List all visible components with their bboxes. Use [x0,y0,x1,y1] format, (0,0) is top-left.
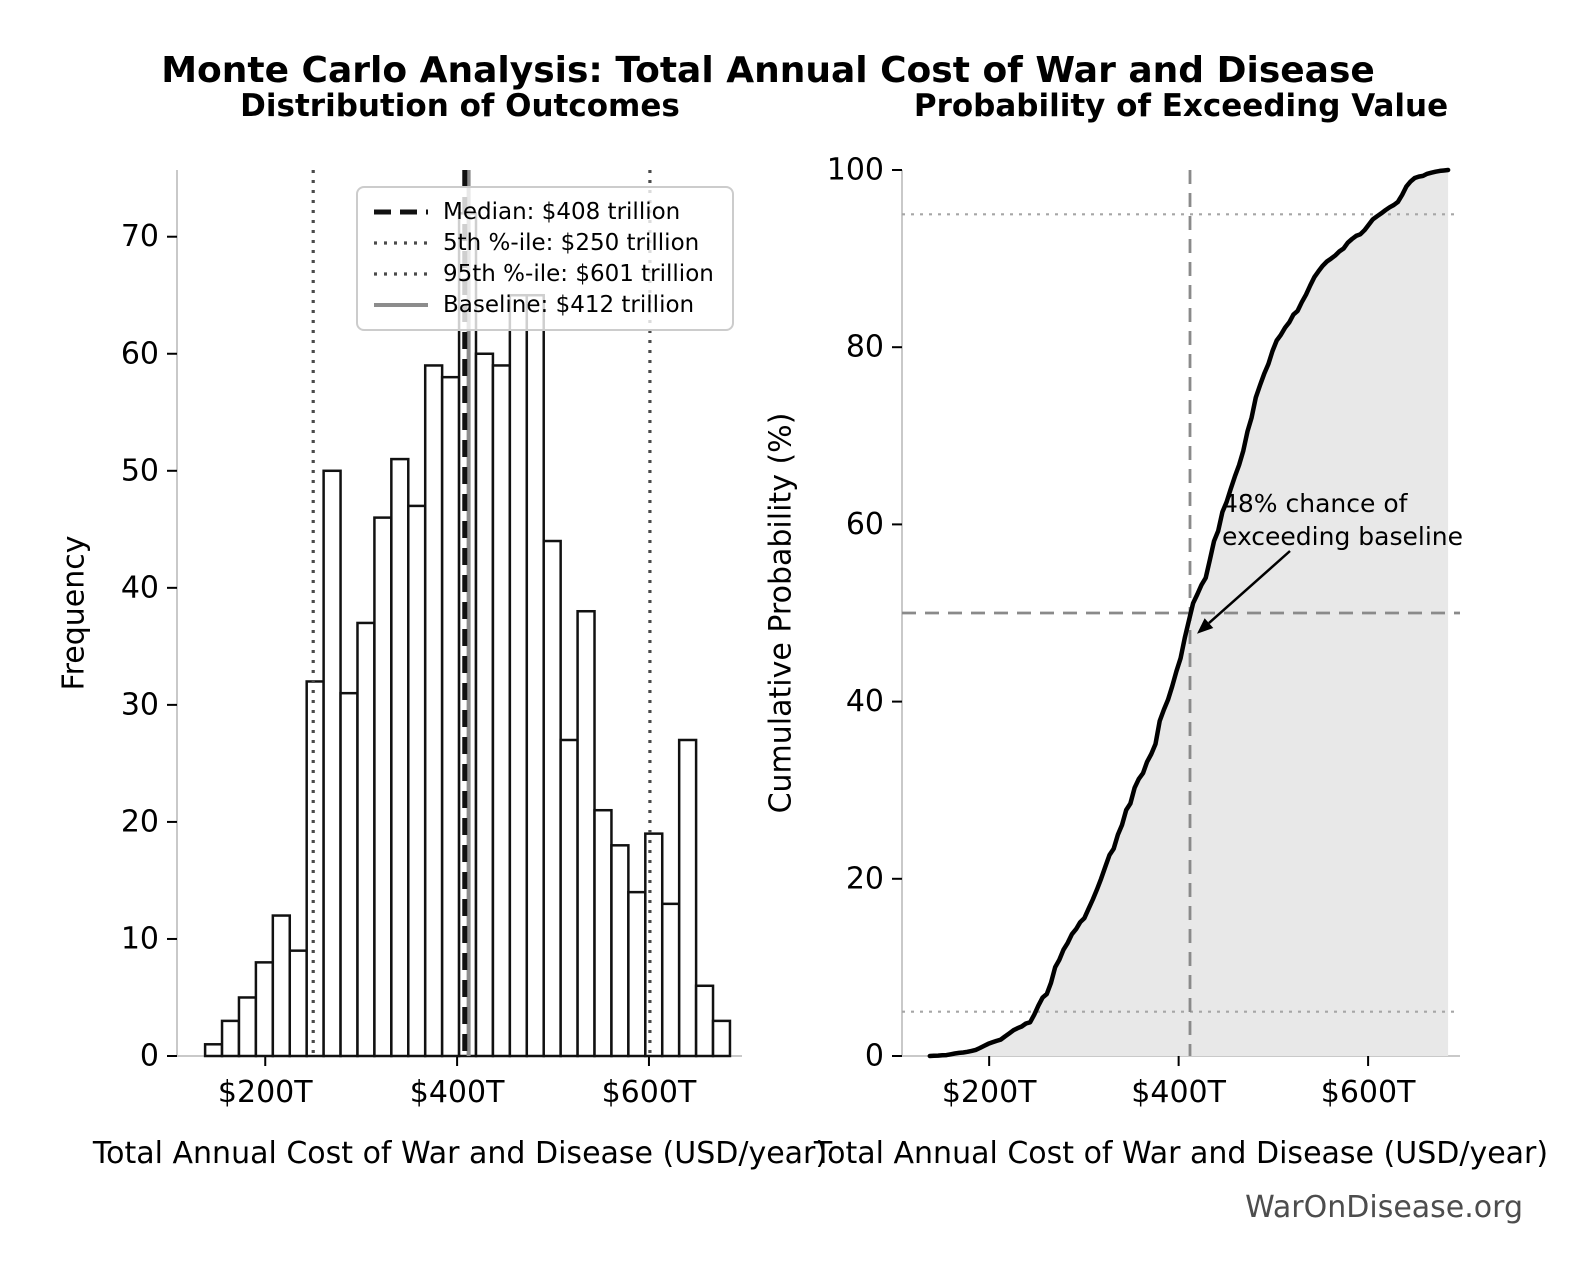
y-tick-label: 60 [846,507,884,542]
p95-line-swatch-icon [374,272,428,276]
histogram-bar [305,680,325,1058]
histogram-xlabel: Total Annual Cost of War and Disease (US… [92,1136,828,1171]
annotation-exceed-baseline: 48% chance of exceeding baseline [1222,487,1463,553]
histogram-bar [220,1019,241,1058]
annotation-arrow-head [1197,618,1214,634]
x-tick-label: $200T [218,1075,313,1110]
legend-item-median: Median: $408 trillion [372,199,718,225]
y-tick-label: 10 [121,921,159,956]
annotation-line2: exceeding baseline [1222,522,1463,551]
histogram-bar [644,832,664,1058]
y-tick-label: 40 [121,570,159,605]
histogram-bar [203,1043,224,1058]
y-tick-label: 100 [827,153,884,188]
baseline-line-swatch-icon [374,303,428,308]
cdf-title: Probability of Exceeding Value [913,88,1449,124]
histogram-bar [407,504,427,1058]
y-tick-label: 20 [846,861,884,896]
y-tick-label: 0 [865,1039,884,1074]
histogram-bar [271,914,292,1058]
y-tick-label: 20 [121,804,159,839]
cdf-area-fill [929,170,1449,1056]
cdf-ylabel: Cumulative Probability (%) [763,412,799,814]
x-tick-label: $200T [942,1075,1037,1110]
cdf-curve [927,167,1451,1059]
y-tick-label: 30 [121,687,159,722]
p5-line-swatch-icon [374,241,428,245]
histogram-bar [677,738,698,1058]
x-tick-label: $400T [1131,1075,1226,1110]
histogram-bar [627,890,647,1058]
histogram-bar [423,364,444,1058]
histogram-bar [491,364,512,1058]
y-tick-label: 80 [846,330,884,365]
y-tick-label: 60 [121,336,159,371]
legend-label-median: Median: $408 trillion [443,198,681,225]
annotation-line1: 48% chance of [1222,489,1408,518]
legend-label-p5: 5th %-ile: $250 trillion [443,229,700,256]
legend-item-p95: 95th %-ile: $601 trillion [372,261,718,287]
histogram-bar [559,738,579,1058]
histogram-bar [390,457,410,1058]
y-tick-label: 70 [121,219,159,254]
histogram-bar [576,609,596,1058]
y-tick-label: 40 [846,684,884,719]
histogram-bar [660,902,681,1058]
histogram-bar [339,691,359,1058]
histogram-bar [474,352,495,1058]
histogram-chart: 0 10 20 30 40 50 60 70 $200T $400T $600T [121,170,742,1110]
histogram-bar [508,293,529,1058]
histogram-bar [525,293,545,1058]
legend-label-p95: 95th %-ile: $601 trillion [443,261,714,288]
median-line-swatch-icon [374,209,428,215]
legend-label-baseline: Baseline: $412 trillion [443,292,695,319]
histogram-bar [542,539,562,1058]
histogram-bar [440,375,461,1058]
histogram-bar [593,808,613,1058]
legend-item-p5: 5th %-ile: $250 trillion [372,230,718,256]
histogram-bar [373,516,393,1058]
histogram-bar [694,984,715,1058]
legend-item-baseline: Baseline: $412 trillion [372,292,718,318]
annotation-arrow-shaft [1208,550,1291,625]
x-tick-label: $600T [1321,1075,1416,1110]
legend: Median: $408 trillion 5th %-ile: $250 tr… [356,186,734,331]
cdf-xlabel: Total Annual Cost of War and Disease (US… [813,1136,1549,1171]
watermark: WarOnDisease.org [1245,1190,1523,1225]
y-tick-label: 0 [140,1039,159,1074]
figure-title: Monte Carlo Analysis: Total Annual Cost … [161,50,1375,91]
histogram-bar [356,621,376,1058]
histogram-title: Distribution of Outcomes [240,88,680,124]
histogram-bar [610,844,630,1058]
histogram-bar [322,469,342,1058]
histogram-ylabel: Frequency [56,535,92,691]
histogram-bar [254,961,275,1058]
histogram-bar [288,949,308,1058]
x-tick-label: $600T [602,1075,697,1110]
y-tick-label: 50 [121,453,159,488]
cdf-chart: 0 20 40 60 80 100 $200T $400T $600T [827,153,1460,1110]
x-tick-label: $400T [410,1075,505,1110]
histogram-bar [711,1019,732,1058]
histogram-bar [237,996,258,1058]
